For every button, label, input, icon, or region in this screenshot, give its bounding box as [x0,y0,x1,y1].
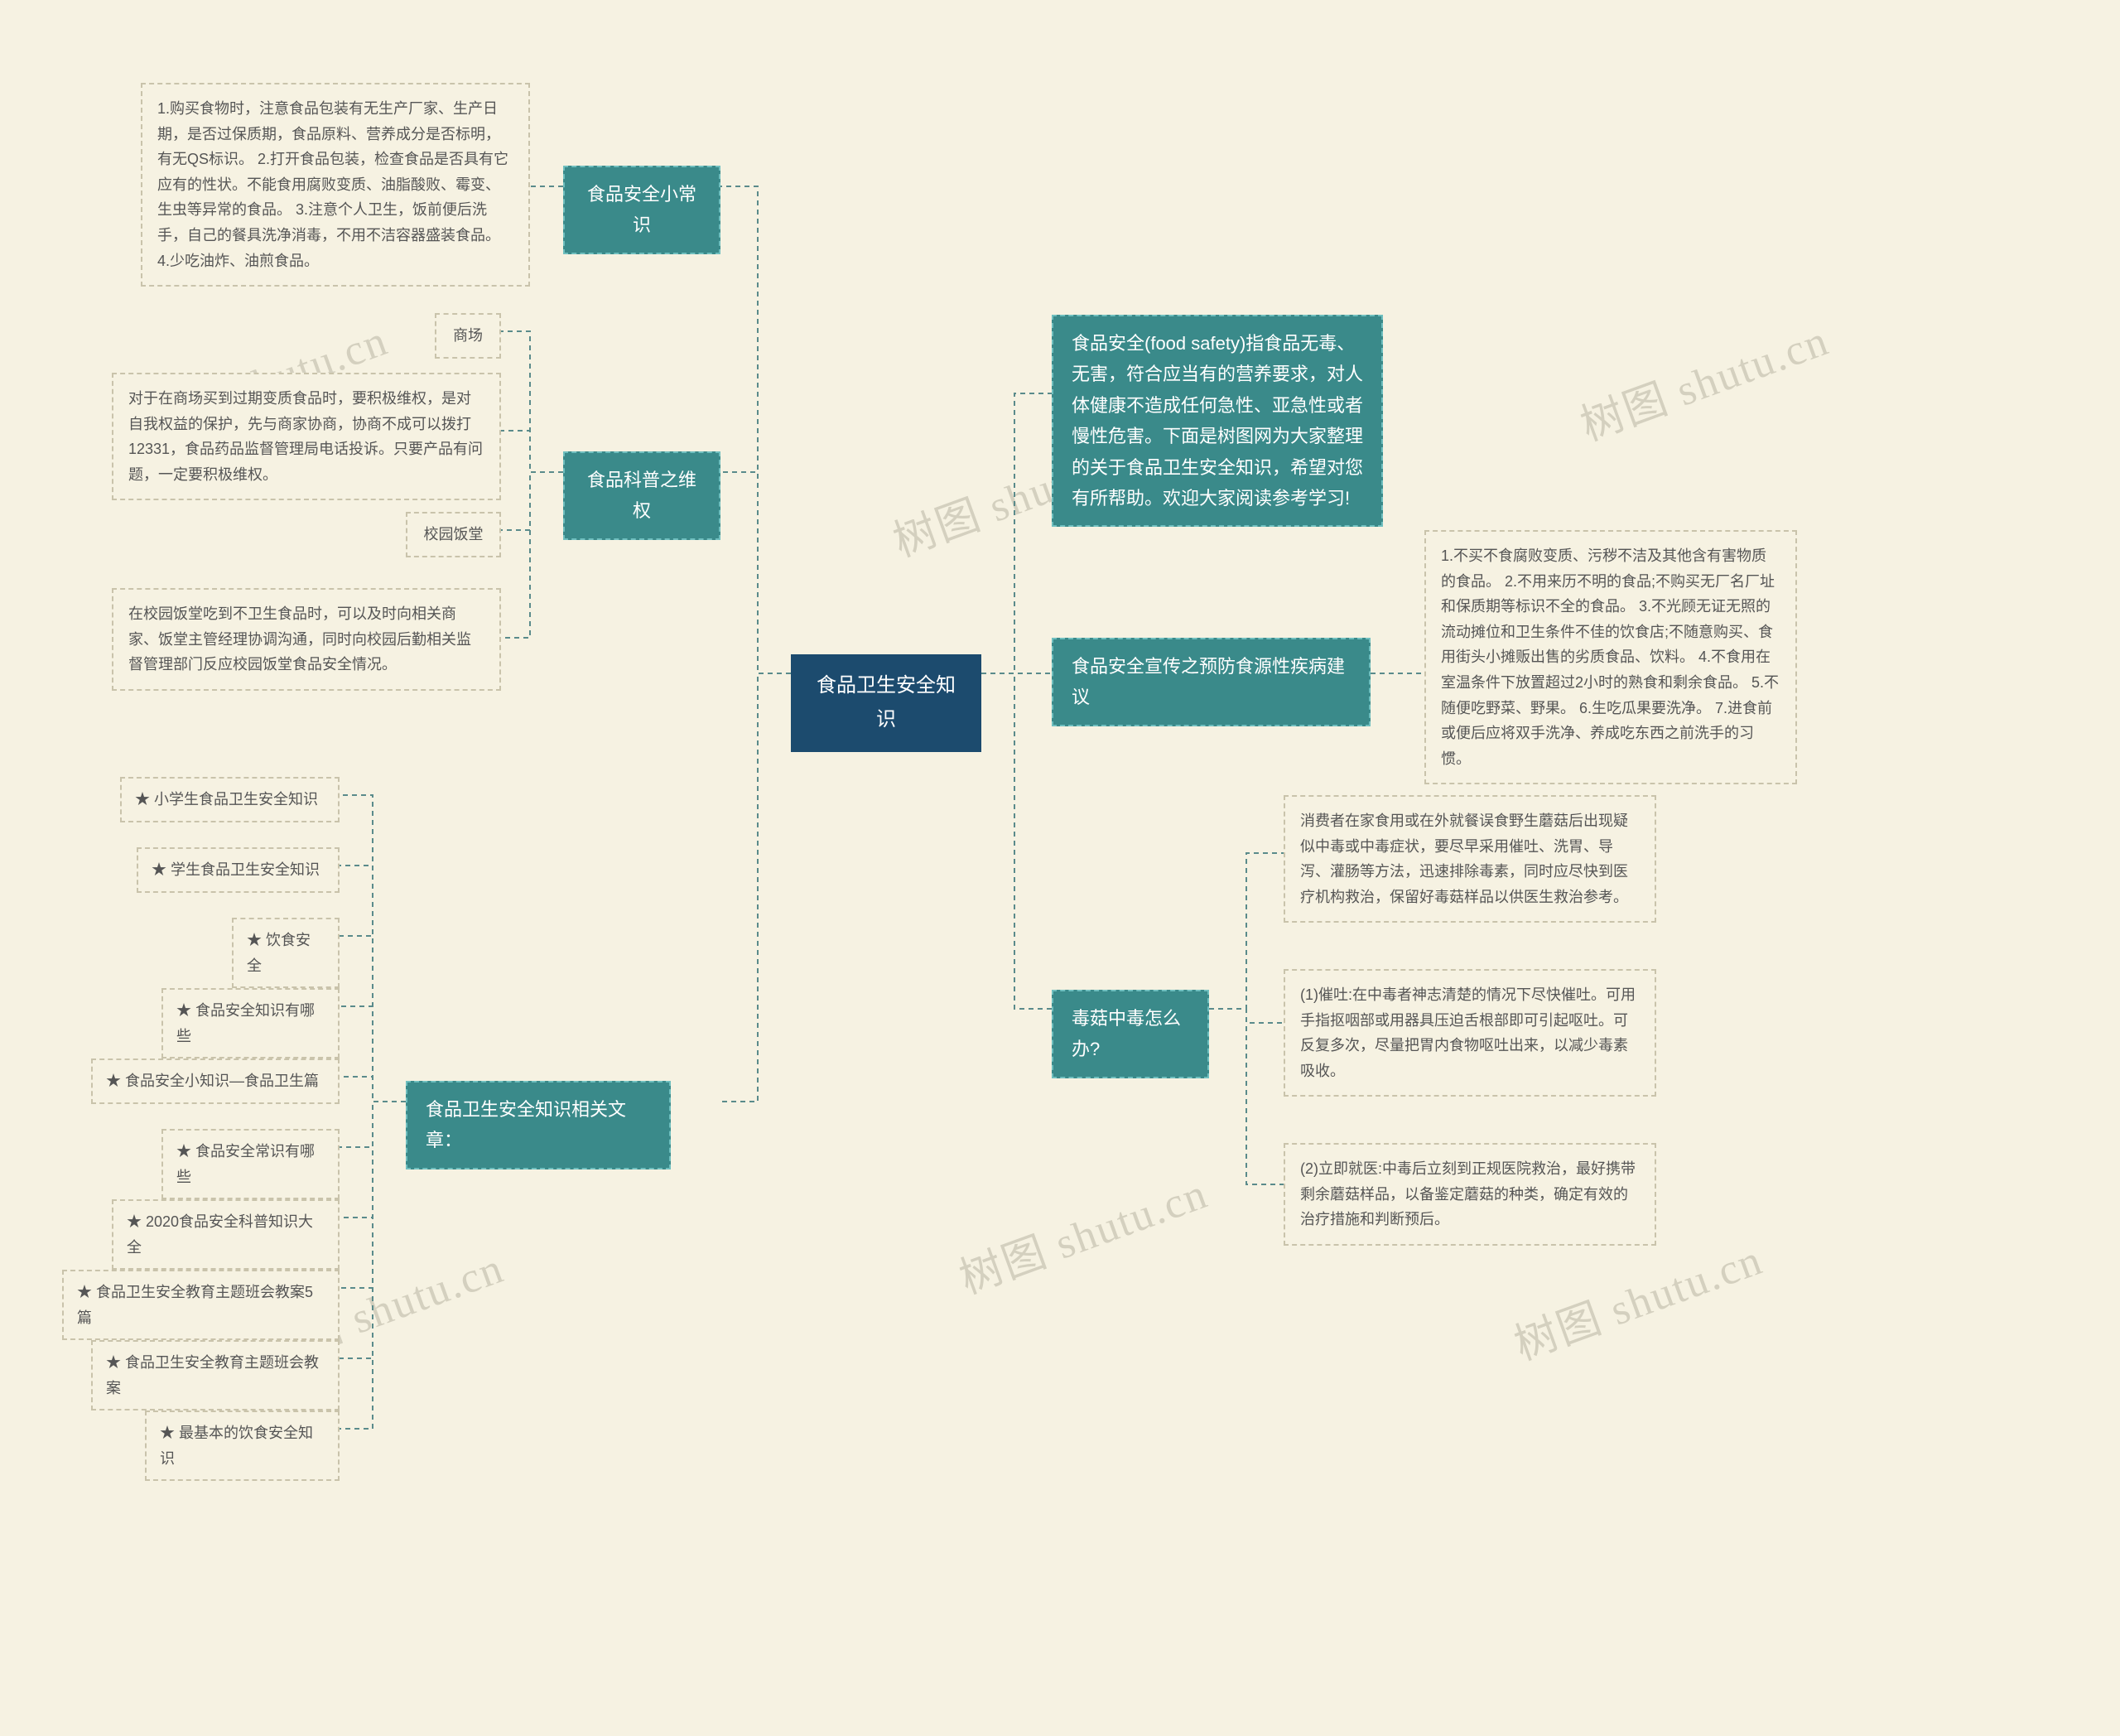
related-item: ★ 食品卫生安全教育主题班会教案 [91,1340,340,1410]
rights-mall-detail: 对于在商场买到过期变质食品时，要积极维权，是对自我权益的保护，先与商家协商，协商… [112,373,501,500]
mushroom-title: 毒菇中毒怎么办? [1052,990,1209,1078]
prevention-detail-text: 1.不买不食腐败变质、污秽不洁及其他含有害物质的食品。 2.不用来历不明的食品;… [1441,547,1779,767]
related-item-text: ★ 食品安全常识有哪些 [176,1143,315,1185]
watermark: 树图 shutu.cn [1505,1225,1770,1372]
related-title-text: 食品卫生安全知识相关文章： [426,1099,626,1150]
mushroom-p3-text: (2)立即就医:中毒后立刻到正规医院救治，最好携带剩余蘑菇样品，以备鉴定蘑菇的种… [1300,1160,1636,1227]
prevention-detail: 1.不买不食腐败变质、污秽不洁及其他含有害物质的食品。 2.不用来历不明的食品;… [1424,530,1797,784]
prevention-title: 食品安全宣传之预防食源性疾病建议 [1052,638,1371,726]
rights-title: 食品科普之维权 [563,451,720,540]
prevention-title-text: 食品安全宣传之预防食源性疾病建议 [1072,656,1345,707]
rights-title-text: 食品科普之维权 [587,470,696,521]
common-sense-detail: 1.购买食物时，注意食品包装有无生产厂家、生产日期，是否过保质期，食品原料、营养… [141,83,530,287]
related-item-text: ★ 食品安全小知识—食品卫生篇 [106,1073,319,1089]
related-item: ★ 饮食安全 [232,918,340,988]
related-item-text: ★ 饮食安全 [247,932,311,974]
related-item: ★ 最基本的饮食安全知识 [145,1410,340,1481]
watermark: 树图 shutu.cn [950,1159,1215,1306]
common-sense-detail-text: 1.购买食物时，注意食品包装有无生产厂家、生产日期，是否过保质期，食品原料、营养… [157,100,508,269]
mushroom-title-text: 毒菇中毒怎么办? [1072,1008,1181,1059]
related-item-text: ★ 2020食品安全科普知识大全 [127,1213,313,1256]
intro-text: 食品安全(food safety)指食品无毒、无害，符合应当有的营养要求，对人体… [1072,333,1363,509]
related-item: ★ 食品安全小知识—食品卫生篇 [91,1058,340,1104]
rights-canteen-label-text: 校园饭堂 [424,526,484,542]
rights-mall-detail-text: 对于在商场买到过期变质食品时，要积极维权，是对自我权益的保护，先与商家协商，协商… [128,390,483,483]
related-item-text: ★ 食品安全知识有哪些 [176,1002,315,1044]
related-item-text: ★ 食品卫生安全教育主题班会教案5篇 [77,1284,313,1326]
mushroom-p2-text: (1)催吐:在中毒者神志清楚的情况下尽快催吐。可用手指抠咽部或用器具压迫舌根部即… [1300,986,1636,1079]
rights-mall-label: 商场 [435,313,501,359]
mushroom-p1: 消费者在家食用或在外就餐误食野生蘑菇后出现疑似中毒或中毒症状，要尽早采用催吐、洗… [1284,795,1656,923]
related-item: ★ 小学生食品卫生安全知识 [120,777,340,822]
related-item: ★ 食品安全知识有哪些 [161,988,340,1058]
related-item: ★ 学生食品卫生安全知识 [137,847,340,893]
related-title: 食品卫生安全知识相关文章： [406,1081,671,1169]
mushroom-p2: (1)催吐:在中毒者神志清楚的情况下尽快催吐。可用手指抠咽部或用器具压迫舌根部即… [1284,969,1656,1097]
related-item-text: ★ 最基本的饮食安全知识 [160,1425,313,1467]
root-node: 食品卫生安全知识 [791,654,981,752]
related-item: ★ 食品安全常识有哪些 [161,1129,340,1199]
mushroom-p3: (2)立即就医:中毒后立刻到正规医院救治，最好携带剩余蘑菇样品，以备鉴定蘑菇的种… [1284,1143,1656,1246]
related-item: ★ 2020食品安全科普知识大全 [112,1199,340,1270]
common-sense-title: 食品安全小常识 [563,166,720,254]
rights-mall-label-text: 商场 [453,327,483,344]
related-item: ★ 食品卫生安全教育主题班会教案5篇 [62,1270,340,1340]
intro-block: 食品安全(food safety)指食品无毒、无害，符合应当有的营养要求，对人体… [1052,315,1383,527]
related-item-text: ★ 食品卫生安全教育主题班会教案 [106,1354,319,1396]
related-item-text: ★ 小学生食品卫生安全知识 [135,791,318,808]
root-label: 食品卫生安全知识 [817,674,956,731]
mushroom-p1-text: 消费者在家食用或在外就餐误食野生蘑菇后出现疑似中毒或中毒症状，要尽早采用催吐、洗… [1300,813,1628,905]
rights-canteen-label: 校园饭堂 [406,512,501,557]
related-item-text: ★ 学生食品卫生安全知识 [152,861,320,878]
rights-canteen-detail: 在校园饭堂吃到不卫生食品时，可以及时向相关商家、饭堂主管经理协调沟通，同时向校园… [112,588,501,691]
rights-canteen-detail-text: 在校园饭堂吃到不卫生食品时，可以及时向相关商家、饭堂主管经理协调沟通，同时向校园… [128,605,471,673]
common-sense-title-text: 食品安全小常识 [587,184,696,235]
watermark: 树图 shutu.cn [1571,306,1836,453]
